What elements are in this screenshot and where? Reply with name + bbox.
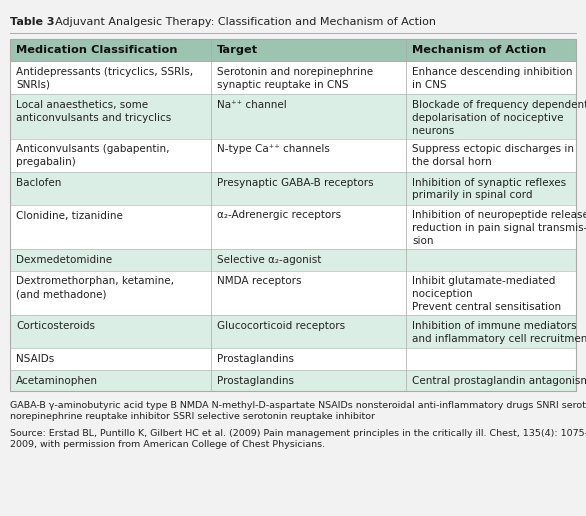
Text: Presynaptic GABA-B receptors: Presynaptic GABA-B receptors — [217, 178, 373, 187]
Text: Inhibit glutamate-mediated
nociception
Prevent central sensitisation: Inhibit glutamate-mediated nociception P… — [412, 277, 561, 312]
Text: Blockade of frequency dependent
depolarisation of nociceptive
neurons: Blockade of frequency dependent depolari… — [412, 100, 586, 136]
Text: Selective α₂-agonist: Selective α₂-agonist — [217, 255, 321, 265]
Text: Enhance descending inhibition
in CNS: Enhance descending inhibition in CNS — [412, 67, 573, 90]
Text: N-type Ca⁺⁺ channels: N-type Ca⁺⁺ channels — [217, 144, 330, 154]
Bar — [10, 94, 576, 138]
Bar — [10, 138, 576, 171]
Text: NMDA receptors: NMDA receptors — [217, 277, 301, 286]
Text: Antidepressants (tricyclics, SSRIs,
SNRIs): Antidepressants (tricyclics, SSRIs, SNRI… — [16, 67, 193, 90]
Text: Corticosteroids: Corticosteroids — [16, 321, 95, 331]
Text: Medication Classification: Medication Classification — [16, 45, 178, 55]
Bar — [10, 315, 576, 348]
Text: Inhibition of immune mediators
and inflammatory cell recruitment: Inhibition of immune mediators and infla… — [412, 321, 586, 344]
Text: Central prostaglandin antagonism: Central prostaglandin antagonism — [412, 376, 586, 385]
Bar — [10, 39, 576, 61]
Text: Mechanism of Action: Mechanism of Action — [412, 45, 547, 55]
Bar — [10, 171, 576, 204]
Text: Local anaesthetics, some
anticonvulsants and tricyclics: Local anaesthetics, some anticonvulsants… — [16, 100, 171, 123]
Text: Glucocorticoid receptors: Glucocorticoid receptors — [217, 321, 345, 331]
Text: Source: Erstad BL, Puntillo K, Gilbert HC et al. (2009) Pain management principl: Source: Erstad BL, Puntillo K, Gilbert H… — [10, 429, 586, 449]
Text: Baclofen: Baclofen — [16, 178, 62, 187]
Bar — [10, 369, 576, 391]
Text: Serotonin and norepinephrine
synaptic reuptake in CNS: Serotonin and norepinephrine synaptic re… — [217, 67, 373, 90]
Bar — [10, 39, 576, 391]
Bar — [10, 61, 576, 94]
Text: Inhibition of neuropeptide release
reduction in pain signal transmis-
sion: Inhibition of neuropeptide release reduc… — [412, 211, 586, 246]
Text: Anticonvulsants (gabapentin,
pregabalin): Anticonvulsants (gabapentin, pregabalin) — [16, 144, 169, 167]
Bar — [10, 249, 576, 270]
Text: Prostaglandins: Prostaglandins — [217, 376, 294, 385]
Text: Prostaglandins: Prostaglandins — [217, 354, 294, 364]
Text: Target: Target — [217, 45, 258, 55]
Text: NSAIDs: NSAIDs — [16, 354, 54, 364]
Bar — [10, 204, 576, 249]
Text: Table 3: Table 3 — [10, 17, 54, 27]
Bar — [10, 348, 576, 369]
Text: Suppress ectopic discharges in
the dorsal horn: Suppress ectopic discharges in the dorsa… — [412, 144, 574, 167]
Text: Inhibition of synaptic reflexes
primarily in spinal cord: Inhibition of synaptic reflexes primaril… — [412, 178, 566, 200]
Text: Na⁺⁺ channel: Na⁺⁺ channel — [217, 100, 287, 110]
Bar — [10, 270, 576, 315]
Text: α₂-Adrenergic receptors: α₂-Adrenergic receptors — [217, 211, 341, 220]
Text: . Adjuvant Analgesic Therapy: Classification and Mechanism of Action: . Adjuvant Analgesic Therapy: Classifica… — [48, 17, 436, 27]
Text: Acetaminophen: Acetaminophen — [16, 376, 98, 385]
Text: GABA-B γ-aminobutyric acid type B NMDA N-methyl-D-aspartate NSAIDs nonsteroidal : GABA-B γ-aminobutyric acid type B NMDA N… — [10, 401, 586, 422]
Text: Dexmedetomidine: Dexmedetomidine — [16, 255, 112, 265]
Text: Clonidine, tizanidine: Clonidine, tizanidine — [16, 211, 123, 220]
Text: Dextromethorphan, ketamine,
(and methadone): Dextromethorphan, ketamine, (and methado… — [16, 277, 174, 299]
